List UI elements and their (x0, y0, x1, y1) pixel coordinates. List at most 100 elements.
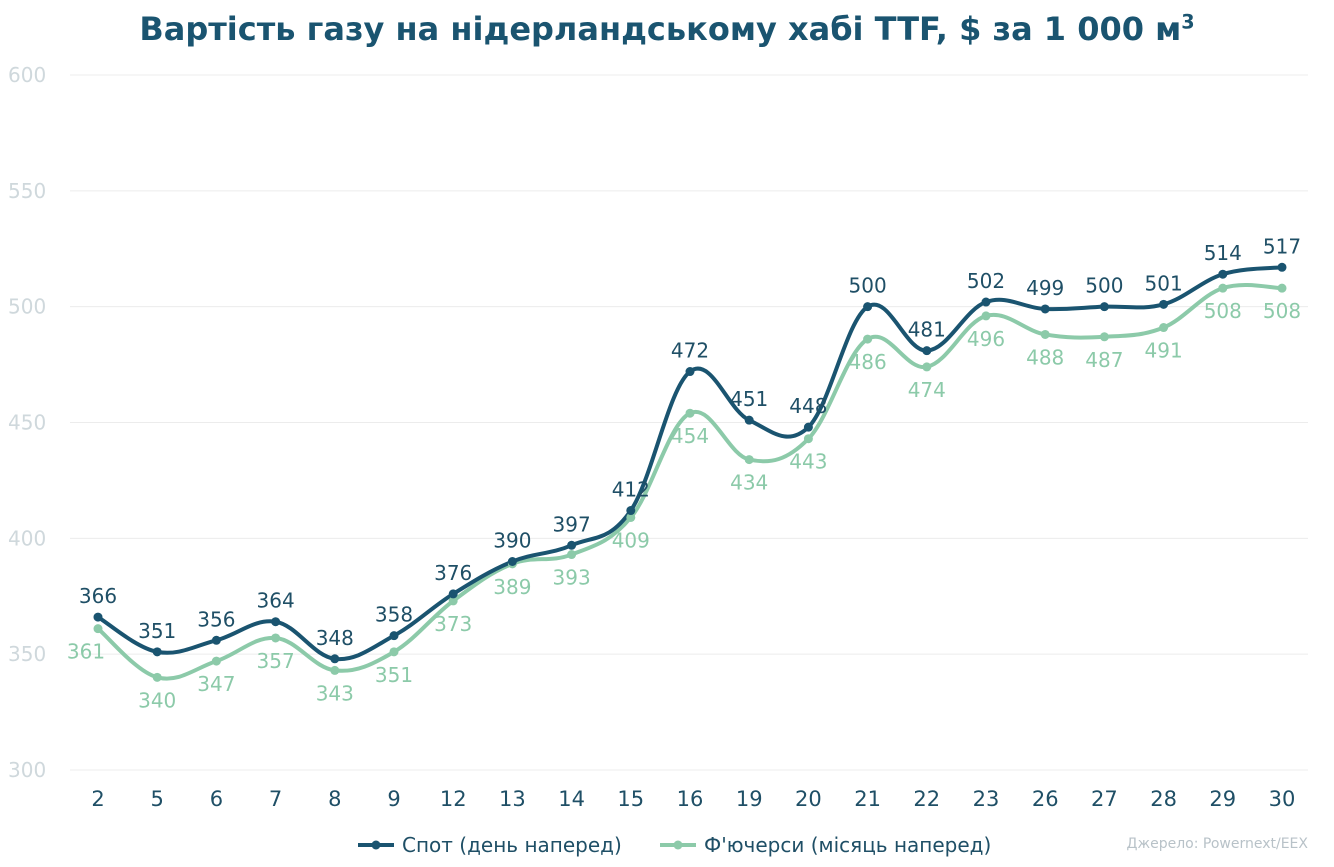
data-label-futures: 487 (1085, 348, 1123, 372)
x-tick-label: 27 (1091, 787, 1118, 811)
data-label-spot: 500 (849, 274, 887, 298)
data-label-spot: 499 (1026, 276, 1064, 300)
x-tick-label: 26 (1032, 787, 1059, 811)
source-note: Джерело: Powernext/EEX (1127, 836, 1309, 852)
data-label-futures: 491 (1145, 339, 1183, 363)
data-point (330, 654, 340, 664)
y-tick-label: 300 (8, 758, 46, 782)
data-label-futures: 340 (138, 688, 176, 712)
data-point (922, 362, 932, 372)
data-point (981, 311, 991, 321)
data-point (271, 617, 281, 627)
data-point (567, 550, 577, 560)
data-label-spot: 451 (730, 387, 768, 411)
data-label-spot: 502 (967, 269, 1005, 293)
data-label-futures: 393 (553, 566, 591, 590)
data-label-spot: 390 (493, 529, 531, 553)
chart-title-superscript: 3 (1181, 10, 1195, 34)
data-point (330, 665, 340, 675)
x-tick-label: 23 (973, 787, 1000, 811)
data-label-spot: 481 (908, 318, 946, 342)
data-point (685, 367, 695, 377)
y-tick-label: 400 (8, 526, 46, 550)
data-point (626, 512, 636, 522)
y-axis: 300 350 400 450 500 550 600 (8, 63, 46, 782)
x-tick-label: 15 (617, 787, 644, 811)
data-label-spot: 397 (553, 512, 591, 536)
data-label-futures: 443 (789, 450, 827, 474)
data-point (744, 415, 754, 425)
data-label-spot: 376 (434, 561, 472, 585)
data-label-spot: 412 (612, 478, 650, 502)
data-label-spot: 348 (316, 626, 354, 650)
legend-entry: Ф'ючерси (місяць наперед) (704, 833, 991, 857)
data-point (803, 422, 813, 432)
y-tick-label: 350 (8, 642, 46, 666)
data-label-spot: 501 (1145, 271, 1183, 295)
data-label-spot: 366 (79, 584, 117, 608)
x-tick-label: 30 (1269, 787, 1296, 811)
data-label-futures: 454 (671, 424, 709, 448)
data-point (93, 612, 103, 622)
x-tick-label: 7 (269, 787, 282, 811)
data-point (93, 624, 103, 634)
data-label-spot: 517 (1263, 234, 1301, 258)
data-point (803, 434, 813, 444)
data-point (626, 506, 636, 516)
y-tick-label: 500 (8, 295, 46, 319)
y-tick-label: 550 (8, 179, 46, 203)
data-label-futures: 347 (197, 672, 235, 696)
x-tick-label: 19 (736, 787, 763, 811)
data-label-futures: 488 (1026, 345, 1064, 369)
data-point (271, 633, 281, 643)
data-point (863, 302, 873, 312)
x-tick-label: 5 (151, 787, 164, 811)
data-point (1159, 323, 1169, 333)
data-point (1099, 302, 1109, 312)
y-tick-label: 600 (8, 63, 46, 87)
x-tick-label: 12 (440, 787, 467, 811)
data-point (152, 647, 162, 657)
data-point (1159, 299, 1169, 309)
data-point (567, 540, 577, 550)
data-point (1040, 304, 1050, 314)
data-label-spot: 448 (789, 394, 827, 418)
data-point (744, 455, 754, 465)
data-label-futures: 486 (849, 350, 887, 374)
data-point (211, 635, 221, 645)
x-tick-label: 14 (558, 787, 585, 811)
data-label-futures: 357 (257, 649, 295, 673)
x-tick-label: 28 (1150, 787, 1177, 811)
data-point (863, 334, 873, 344)
chart-title-text: Вартість газу на нідерландському хабі TT… (139, 10, 1182, 48)
data-label-spot: 500 (1085, 274, 1123, 298)
data-label-futures: 351 (375, 663, 413, 687)
data-label-futures: 373 (434, 612, 472, 636)
data-point (1040, 329, 1050, 339)
x-tick-label: 6 (210, 787, 223, 811)
legend: Спот (день наперед) Ф'ючерси (місяць напе… (358, 833, 991, 857)
x-tick-label: 29 (1209, 787, 1236, 811)
data-label-futures: 409 (612, 528, 650, 552)
data-label-futures: 474 (908, 378, 946, 402)
data-point (1099, 332, 1109, 342)
data-point (448, 596, 458, 606)
data-label-spot: 514 (1204, 241, 1242, 265)
x-axis: 2 5 6 7 8 9 12 13 14 15 16 19 20 21 22 23 26 27 28 29 30 (91, 787, 1295, 811)
legend-marker-0 (371, 840, 381, 850)
data-label-futures: 508 (1263, 299, 1301, 323)
data-point (981, 297, 991, 307)
x-tick-label: 22 (913, 787, 940, 811)
x-tick-label: 9 (387, 787, 400, 811)
legend-entry: Спот (день наперед) (402, 833, 622, 857)
data-point (507, 557, 517, 566)
series-points (93, 262, 1287, 682)
data-label-futures: 508 (1204, 299, 1242, 323)
data-point (922, 346, 932, 356)
x-tick-label: 8 (328, 787, 341, 811)
data-label-futures: 496 (967, 327, 1005, 351)
x-tick-label: 13 (499, 787, 526, 811)
data-point (448, 589, 458, 599)
